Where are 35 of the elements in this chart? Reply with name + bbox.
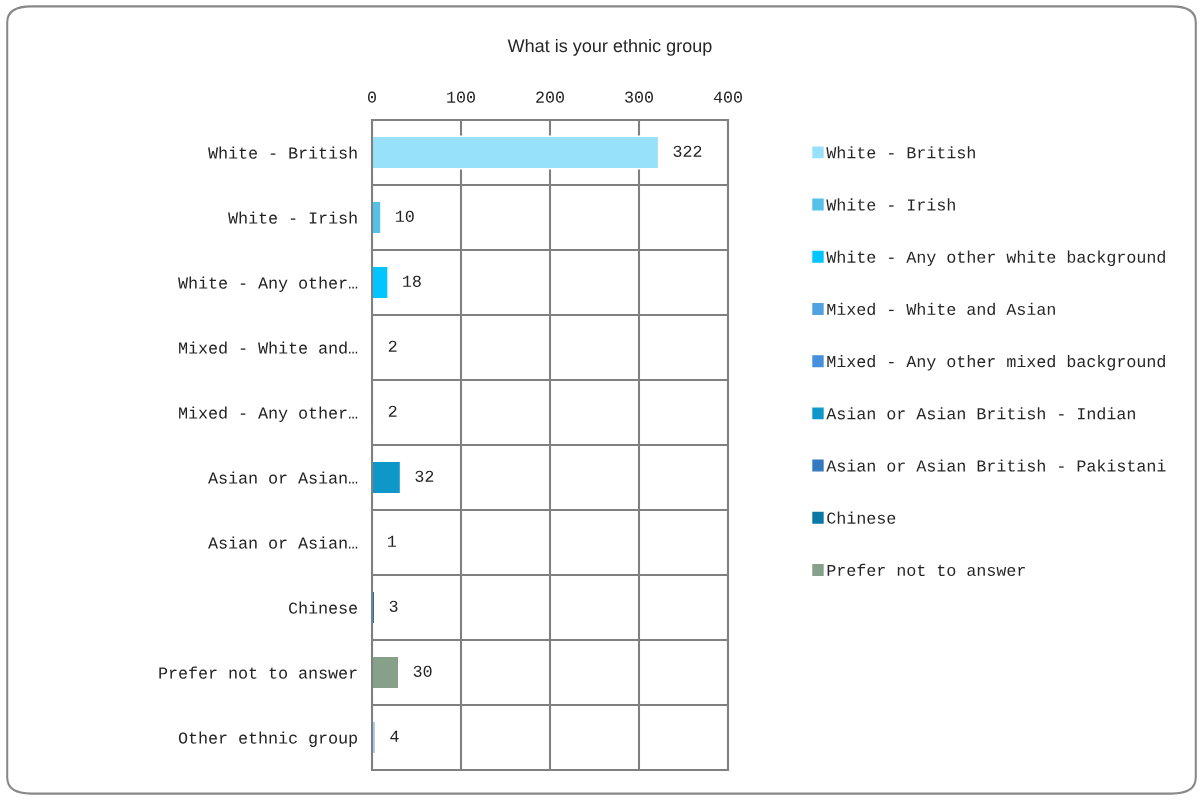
y-tick-label: Asian or Asian… — [208, 471, 358, 484]
legend-label: Mixed - White and Asian — [827, 302, 1055, 316]
data-label: 322 — [673, 145, 702, 157]
data-label: 4 — [390, 730, 399, 742]
data-label: 32 — [415, 470, 434, 482]
x-tick-label: 400 — [713, 91, 742, 103]
data-label: 2 — [388, 340, 397, 352]
chart-title: What is your ethnic group — [507, 38, 712, 56]
data-label: 3 — [389, 600, 398, 612]
data-label: 2 — [388, 405, 397, 417]
x-tick-label: 300 — [625, 91, 653, 103]
y-tick-label: Asian or Asian… — [208, 536, 358, 549]
legend-label: White - Irish — [826, 198, 955, 211]
y-tick-label: White - Irish — [228, 211, 357, 224]
data-label: 30 — [413, 665, 432, 677]
legend-label: Mixed - Any other mixed background — [827, 354, 1165, 371]
legend-label: Asian or Asian British - Pakistani — [826, 459, 1166, 472]
x-tick-label: 0 — [368, 91, 376, 103]
legend-label: White - Any other white background — [826, 250, 1165, 267]
y-tick-label: Mixed - Any other… — [179, 406, 358, 422]
y-tick-label: Other ethnic group — [178, 731, 357, 747]
x-tick-label: 200 — [536, 91, 564, 103]
y-tick-label: Chinese — [289, 601, 358, 614]
y-tick-label: White - British — [208, 146, 357, 159]
data-label: 18 — [403, 275, 421, 287]
y-tick-label: Mixed - White and… — [179, 341, 358, 354]
x-tick-label: 100 — [447, 91, 475, 103]
legend-label: Prefer not to answer — [827, 563, 1025, 577]
data-label: 1 — [387, 535, 396, 547]
legend-label: Chinese — [827, 511, 896, 524]
legend-label: White - British — [826, 146, 975, 159]
y-tick-label: White - Any other… — [178, 276, 358, 292]
data-label: 10 — [395, 210, 414, 222]
y-tick-label: Prefer not to answer — [159, 666, 357, 679]
legend-label: Asian or Asian British - Indian — [826, 407, 1135, 420]
